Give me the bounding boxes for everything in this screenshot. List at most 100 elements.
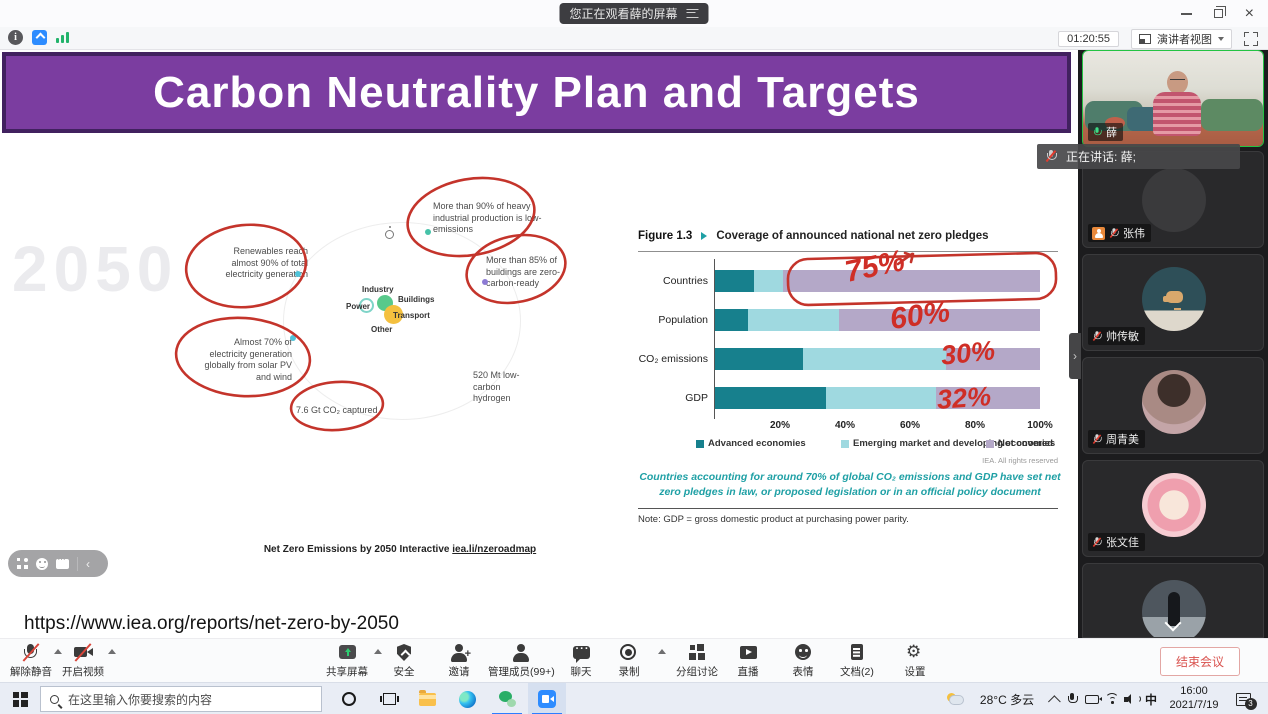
collapse-left-icon[interactable]: ‹ [86, 556, 90, 571]
member-badge-icon [1092, 226, 1105, 240]
x-tick-label: 80% [964, 420, 986, 431]
participant-tile[interactable]: 帅传敏 [1082, 254, 1264, 351]
invite-button[interactable]: + 邀请 [448, 643, 471, 679]
tray-mic-icon[interactable] [1062, 683, 1082, 714]
annotation-co2-captured: 7.6 Gt CO₂ captured [296, 405, 378, 415]
participant-tile[interactable]: 张文佳 [1082, 460, 1264, 557]
record-button[interactable]: 录制 [618, 643, 640, 679]
x-tick-label: 60% [899, 420, 921, 431]
watching-banner[interactable]: 您正在观看薛的屏幕 [559, 3, 709, 24]
share-options-caret[interactable] [374, 649, 382, 654]
participant-name: 帅传敏 [1106, 331, 1139, 343]
chevron-down-icon [1218, 37, 1224, 41]
file-explorer-button[interactable] [408, 683, 446, 714]
manage-members-button[interactable]: 管理成员(99+) [488, 643, 555, 679]
slide-url: https://www.iea.org/reports/net-zero-by-… [24, 613, 399, 634]
clock-date: 2021/7/19 [1169, 699, 1219, 711]
emoji-button[interactable]: 表情 [792, 643, 814, 679]
record-icon [618, 643, 640, 662]
settings-button[interactable]: ⚙ 设置 [904, 642, 926, 679]
avatar [1142, 267, 1206, 331]
start-button[interactable] [0, 683, 40, 714]
view-mode-button[interactable]: 演讲者视图 [1131, 29, 1232, 49]
chart-x-ticks: 20% 40% 60% 80% 100% [715, 420, 1053, 432]
share-screen-icon [336, 643, 358, 662]
mic-off-icon [1045, 150, 1057, 163]
video-options-caret[interactable] [108, 649, 116, 654]
annotation-hydrogen: 520 Mt low-carbon hydrogen [473, 370, 520, 404]
edge-icon [458, 690, 476, 708]
meeting-app-button[interactable] [528, 683, 566, 714]
minimize-button[interactable] [1180, 12, 1192, 15]
chart-header-rule [638, 251, 1058, 252]
start-video-button[interactable]: 开启视频 [62, 643, 104, 679]
meeting-protection-icon[interactable] [32, 30, 47, 45]
participant-tile-speaker[interactable]: 薛 [1082, 50, 1264, 147]
bubble-label-transport: Transport [393, 311, 430, 320]
emoji-icon[interactable] [36, 557, 48, 570]
fullscreen-button[interactable] [1244, 32, 1258, 46]
avatar-silhouette [1142, 168, 1206, 232]
bubble-label-buildings: Buildings [398, 295, 435, 304]
layout-icon [1139, 34, 1151, 44]
wechat-button[interactable] [488, 683, 526, 714]
participant-tile[interactable]: 周青美 [1082, 357, 1264, 454]
annotation-toolbar[interactable]: ‹ [8, 550, 108, 577]
end-meeting-button[interactable]: 结束会议 [1159, 647, 1240, 676]
restore-button[interactable] [1213, 6, 1227, 18]
ime-indicator[interactable]: 中 [1144, 692, 1157, 707]
action-center-button[interactable]: 3 [1228, 683, 1258, 714]
interactive-caption-text: Net Zero Emissions by 2050 Interactive [263, 544, 450, 555]
bar-segment-emerging-market-and-developing-economies [802, 348, 946, 370]
window-controls: × [1180, 0, 1262, 27]
edge-button[interactable] [448, 683, 486, 714]
marker-dot [290, 335, 296, 341]
sidebar-collapse-handle[interactable]: › [1069, 333, 1081, 379]
infographic-top-marker [385, 226, 394, 239]
participant-name: 薛 [1106, 127, 1117, 139]
chat-bubble-icon[interactable] [56, 555, 69, 569]
marker-dot [425, 229, 431, 235]
tray-volume-icon[interactable] [1120, 683, 1142, 714]
apps-grid-icon[interactable] [17, 558, 28, 569]
chat-button[interactable]: 聊天 [570, 643, 592, 679]
chart-row: CO₂ emissions [638, 348, 1040, 370]
participant-tile[interactable] [1082, 563, 1264, 638]
tray-network-icon[interactable] [1102, 683, 1122, 714]
live-stream-button[interactable]: 直播 [737, 643, 759, 679]
chart-row: Countries [638, 270, 1040, 292]
figure-label: Figure 1.3 [638, 230, 693, 242]
clock-time: 16:00 [1180, 685, 1208, 698]
record-options-caret[interactable] [658, 649, 666, 654]
tray-camera-icon[interactable] [1080, 683, 1104, 714]
taskbar-clock[interactable]: 16:00 2021/7/19 [1162, 683, 1226, 714]
cortana-button[interactable] [330, 683, 368, 714]
weather-icon[interactable] [942, 683, 968, 714]
chart-category-label: Countries [663, 275, 708, 287]
marker-dot [482, 279, 488, 285]
mic-options-caret[interactable] [54, 649, 62, 654]
members-icon [510, 643, 532, 662]
unmute-button[interactable]: 解除静音 [10, 643, 52, 679]
bar-segment-not-covered [936, 387, 1040, 409]
meeting-info-icon[interactable]: i [8, 30, 23, 45]
participant-name: 周青美 [1106, 434, 1139, 446]
documents-button[interactable]: 文档(2) [840, 643, 874, 679]
weather-text[interactable]: 28°C 多云 [979, 692, 1035, 707]
breakout-rooms-button[interactable]: 分组讨论 [676, 643, 718, 679]
menu-icon[interactable] [686, 9, 699, 18]
security-button[interactable]: 安全 [393, 643, 415, 679]
legend-item: Not covered [986, 438, 1053, 449]
task-view-button[interactable] [370, 683, 408, 714]
participants-sidebar: 薛 张伟 帅传敏 周青美 [1069, 50, 1268, 638]
share-screen-button[interactable]: 共享屏幕 [326, 643, 368, 679]
annotation-solar-wind: Almost 70% of electricity generation glo… [204, 337, 292, 383]
breakout-icon [686, 643, 708, 662]
interactive-link[interactable]: iea.li/nzeroadmap [452, 544, 537, 555]
notification-icon: 3 [1235, 692, 1257, 710]
x-tick-label: 20% [769, 420, 791, 431]
interactive-caption: Net Zero Emissions by 2050 Interactive i… [240, 544, 560, 555]
taskbar-search[interactable]: 在这里输入你要搜索的内容 [40, 686, 322, 712]
chart-row: GDP [638, 387, 1040, 409]
close-button[interactable]: × [1244, 4, 1254, 22]
